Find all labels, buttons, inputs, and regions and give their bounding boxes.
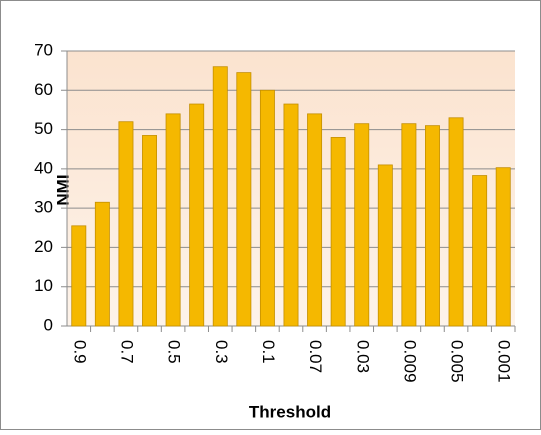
x-tick-label: 0.1: [259, 340, 278, 364]
y-tick-label: 60: [34, 80, 53, 99]
x-tick-label: 0.7: [117, 340, 136, 364]
x-tick-label: 0.07: [306, 340, 325, 373]
bar: [259, 89, 275, 327]
bar: [401, 123, 417, 327]
bar: [307, 113, 323, 327]
bar: [71, 225, 87, 327]
bar: [377, 164, 393, 327]
y-tick-label: 40: [34, 158, 53, 177]
y-tick-label: 50: [34, 119, 53, 138]
y-tick-label: 10: [34, 276, 53, 295]
bar: [424, 125, 440, 327]
y-tick-label: 30: [34, 198, 53, 217]
bar: [165, 113, 181, 327]
y-axis-title: NMI: [53, 174, 72, 205]
x-tick-label: 0.5: [165, 340, 184, 364]
x-axis-title: Threshold: [249, 402, 331, 421]
x-tick-label: 0.3: [212, 340, 231, 364]
x-tick-label: 0.03: [353, 340, 372, 373]
x-tick-label: 0.005: [448, 340, 467, 383]
bar: [189, 103, 205, 327]
bar: [448, 117, 464, 327]
bar: [142, 135, 158, 327]
bar: [118, 121, 134, 327]
x-tick-label: 0.9: [70, 340, 89, 364]
x-tick-label: 0.001: [495, 340, 514, 383]
x-tick-label: 0.009: [400, 340, 419, 383]
bar: [495, 167, 511, 327]
y-tick-label: 70: [34, 40, 53, 59]
bar: [330, 137, 346, 327]
bar: [236, 72, 252, 327]
bar: [94, 201, 110, 327]
bar: [283, 103, 299, 327]
bar: [212, 66, 228, 327]
y-tick-label: 0: [44, 315, 53, 334]
y-tick-label: 20: [34, 237, 53, 256]
bar: [354, 123, 370, 327]
bar: [472, 175, 488, 327]
